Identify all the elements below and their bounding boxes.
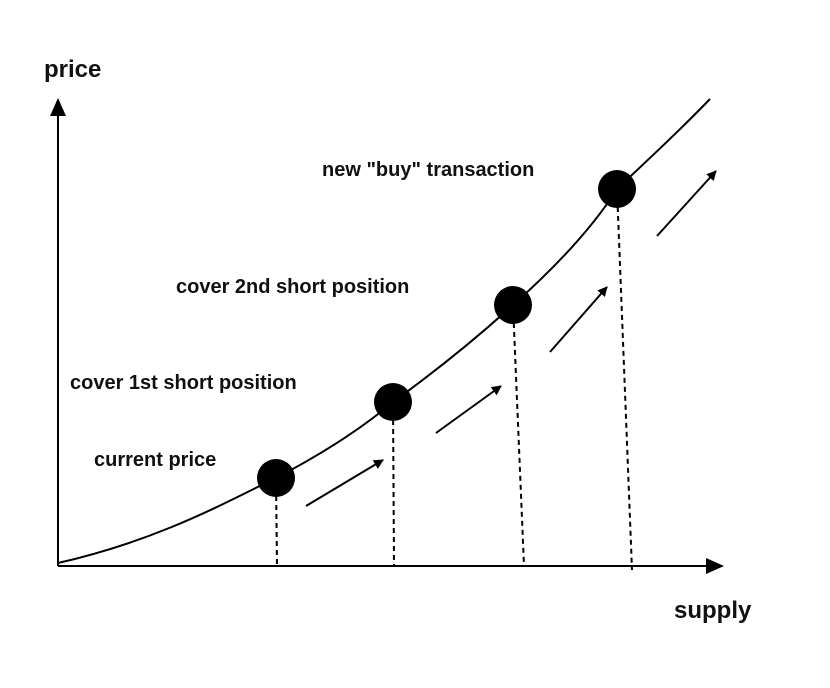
progress-arrow-2 <box>435 385 502 434</box>
drop-line-new-buy <box>616 188 633 571</box>
y-axis-label: price <box>44 56 102 83</box>
x-axis-arrowhead <box>706 558 724 574</box>
point-cover-2nd <box>494 286 532 324</box>
drop-line-cover-1st <box>392 401 395 567</box>
progress-arrow-3 <box>549 286 608 353</box>
point-cover-1st <box>374 383 412 421</box>
progress-arrow-4 <box>656 170 717 237</box>
x-axis-label: supply <box>674 597 752 624</box>
point-current-price <box>257 459 295 497</box>
point-new-buy <box>598 170 636 208</box>
label-cover-1st: cover 1st short position <box>70 372 297 394</box>
drop-line-cover-2nd <box>512 304 525 567</box>
label-current-price: current price <box>94 449 217 471</box>
progress-arrow-1 <box>305 459 384 507</box>
drop-line-current-price <box>275 477 278 567</box>
label-cover-2nd: cover 2nd short position <box>176 276 410 298</box>
label-new-buy: new "buy" transaction <box>322 159 535 181</box>
y-axis-arrowhead <box>50 98 66 116</box>
